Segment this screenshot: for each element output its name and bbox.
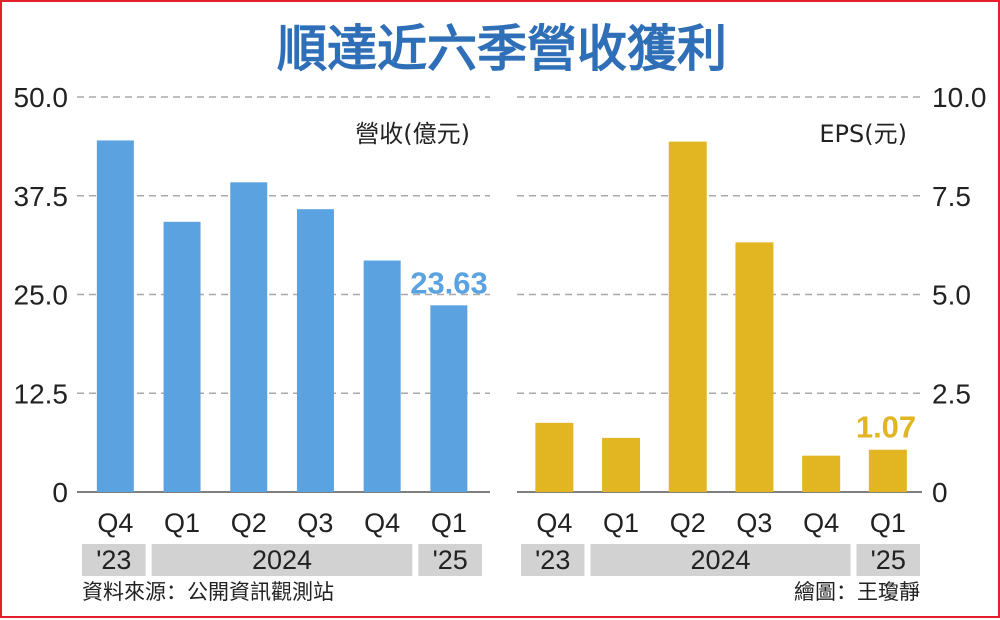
revenue-category-label: Q4: [97, 508, 133, 538]
revenue-year-band: [418, 544, 482, 576]
eps-category-label: Q4: [536, 508, 572, 538]
eps-category-label: Q4: [803, 508, 839, 538]
eps-data-label: 1.07: [856, 410, 916, 445]
revenue-data-label: 23.63: [410, 265, 488, 300]
revenue-bar: [430, 305, 468, 492]
eps-bar: [735, 242, 774, 492]
revenue-y-tick-label: 0: [52, 477, 68, 508]
eps-category-label: Q3: [736, 508, 772, 538]
chart-title: 順達近六季營收獲利: [277, 20, 727, 78]
revenue-bar: [163, 221, 201, 492]
eps-y-tick-label: 10.0: [932, 82, 987, 113]
revenue-bar: [230, 182, 268, 492]
eps-y-tick-label: 5.0: [932, 280, 971, 311]
revenue-year-label: 2024: [252, 545, 312, 575]
revenue-y-tick-label: 50.0: [14, 82, 69, 113]
revenue-year-label: '23: [96, 545, 131, 575]
eps-category-label: Q1: [603, 508, 639, 538]
revenue-category-label: Q2: [231, 508, 267, 538]
eps-bar: [602, 437, 641, 492]
revenue-category-label: Q1: [164, 508, 200, 538]
eps-bar: [535, 422, 574, 492]
revenue-y-tick-label: 25.0: [14, 280, 69, 311]
eps-bar: [802, 455, 841, 492]
revenue-y-tick-label: 37.5: [14, 181, 69, 212]
eps-y-tick-label: 0: [932, 477, 948, 508]
credit-note: 繪圖：王瓊靜: [794, 580, 920, 604]
eps-year-label: 2024: [690, 545, 750, 575]
revenue-category-label: Q4: [364, 508, 400, 538]
revenue-category-label: Q3: [297, 508, 333, 538]
eps-y-tick-label: 7.5: [932, 181, 971, 212]
source-note: 資料來源：公開資訊觀測站: [82, 580, 334, 604]
eps-y-tick-label: 2.5: [932, 378, 971, 409]
eps-bar: [868, 449, 907, 492]
eps-category-label: Q2: [670, 508, 706, 538]
eps-year-label: '25: [871, 545, 906, 575]
revenue-bar: [296, 209, 334, 492]
revenue-bar: [363, 260, 401, 492]
revenue-bar: [96, 140, 134, 492]
revenue-year-label: '25: [433, 545, 468, 575]
eps-bar: [668, 141, 707, 492]
revenue-year-band: [151, 544, 413, 576]
eps-category-label: Q1: [870, 508, 906, 538]
eps-unit-label: EPS(元): [819, 120, 907, 148]
eps-year-band: [856, 544, 920, 576]
revenue-year-band: [82, 544, 146, 576]
revenue-y-tick-label: 12.5: [14, 378, 69, 409]
revenue-unit-label: 營收(億元): [355, 120, 470, 148]
eps-year-band: [521, 544, 585, 576]
revenue-category-label: Q1: [431, 508, 467, 538]
eps-year-label: '23: [535, 545, 570, 575]
eps-year-band: [590, 544, 851, 576]
